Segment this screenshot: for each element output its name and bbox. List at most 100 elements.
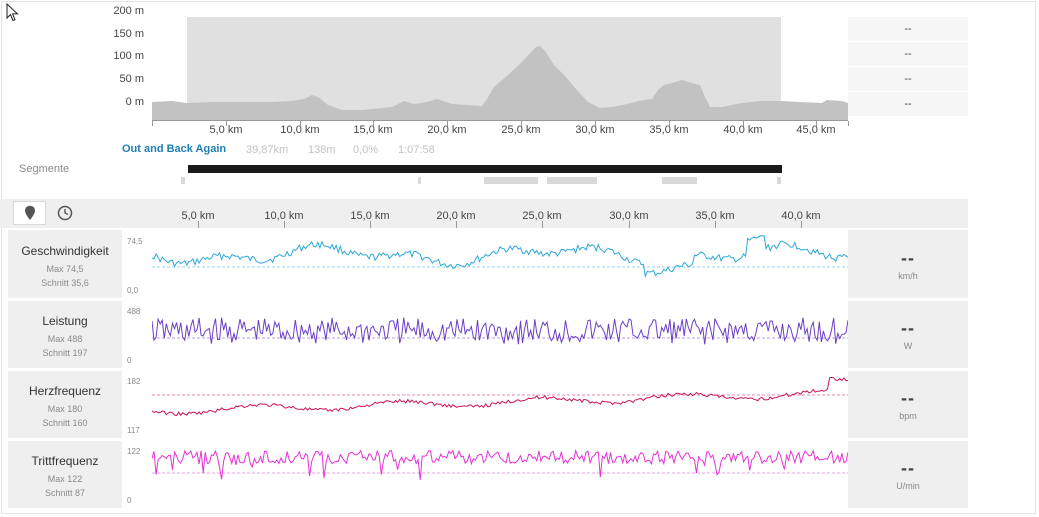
elevation-x-tick-label: 30,0 km <box>575 124 615 136</box>
metric-summary: Max 74,5 Schnitt 35,6 <box>8 262 122 290</box>
segment-grade: 0,0% <box>353 144 379 156</box>
metric-x-tick <box>284 221 285 228</box>
elevation-x-tick <box>226 121 227 126</box>
row-divider <box>8 439 968 441</box>
elevation-x-tick-label: 40,0 km <box>723 124 763 136</box>
elevation-y-tick-label: 150 m <box>113 28 144 40</box>
segment-bar[interactable] <box>188 165 782 173</box>
metric-y-min-label: 0,0 <box>127 286 139 295</box>
metric-x-tick <box>198 221 199 228</box>
metric-x-tick <box>629 221 630 228</box>
metric-x-tick-label: 25,0 km <box>522 210 562 222</box>
segment-marker[interactable] <box>484 177 538 184</box>
metric-x-tick <box>715 221 716 228</box>
elevation-x-tick <box>669 121 670 126</box>
metric-y-max-label: 74,5 <box>127 237 143 246</box>
metric-current-value: -- <box>901 318 915 338</box>
metric-x-tick <box>370 221 371 228</box>
metric-label-panel: Herzfrequenz Max 180 Schnitt 160 <box>8 370 122 438</box>
row-divider <box>8 369 968 371</box>
metric-x-tick-label: 35,0 km <box>695 210 735 222</box>
elevation-x-tick <box>816 121 817 126</box>
metric-average: Schnitt 160 <box>42 418 88 428</box>
segment-time: 1:07:58 <box>398 144 435 156</box>
elevation-profile[interactable] <box>152 17 848 121</box>
distance-mode-button[interactable] <box>13 201 46 225</box>
metric-current-value: -- <box>901 458 915 478</box>
elevation-x-tick-label: 20,0 km <box>427 124 467 136</box>
metric-label-panel: Trittfrequenz Max 122 Schnitt 87 <box>8 440 122 508</box>
metric-x-tick-label: 15,0 km <box>350 210 390 222</box>
metric-unit: bpm <box>899 411 917 421</box>
metric-current-value: -- <box>901 248 915 268</box>
elevation-y-tick-label: 50 m <box>119 73 144 85</box>
metric-current-value-panel: -- W <box>848 300 968 368</box>
metric-max: Max 180 <box>47 404 83 414</box>
metric-summary: Max 122 Schnitt 87 <box>8 472 122 500</box>
elevation-x-tick <box>743 121 744 126</box>
elevation-x-tick-label: 15,0 km <box>353 124 393 136</box>
metric-summary: Max 488 Schnitt 197 <box>8 332 122 360</box>
metric-name: Leistung <box>42 314 88 328</box>
elevation-x-tick <box>152 121 153 126</box>
elevation-x-tick-label: 45,0 km <box>796 124 836 136</box>
metric-y-max-label: 488 <box>127 307 141 316</box>
metric-x-tick-label: 20,0 km <box>436 210 476 222</box>
elevation-y-tick-label: 0 m <box>125 96 144 108</box>
map-pin-icon <box>24 205 35 220</box>
metric-x-tick <box>456 221 457 228</box>
metric-name: Herzfrequenz <box>28 384 102 398</box>
metric-y-min-label: 0 <box>127 496 132 505</box>
metric-label-panel: Leistung Max 488 Schnitt 197 <box>8 300 122 368</box>
segments-label: Segmente <box>19 163 70 175</box>
stat-value: -- <box>848 42 968 67</box>
elevation-x-tick-label: 25,0 km <box>501 124 541 136</box>
metric-line-chart[interactable] <box>152 234 848 294</box>
metric-current-value-panel: -- km/h <box>848 230 968 298</box>
segment-marker[interactable] <box>547 177 597 184</box>
metric-unit: U/min <box>896 481 920 491</box>
metric-series-line <box>152 235 848 278</box>
elevation-x-tick-label: 5,0 km <box>209 124 243 136</box>
metrics-axis-band <box>0 199 968 228</box>
metric-y-min-label: 117 <box>127 426 140 435</box>
metric-average: Schnitt 87 <box>44 488 86 498</box>
metric-max: Max 122 <box>47 474 83 484</box>
metric-current-value: -- <box>901 388 915 408</box>
metric-summary: Max 180 Schnitt 160 <box>8 402 122 430</box>
metric-name: Geschwindigkeit <box>21 244 109 258</box>
metric-line-chart[interactable] <box>152 374 848 434</box>
metric-line-chart[interactable] <box>152 444 848 504</box>
metric-x-tick <box>801 221 802 228</box>
metric-unit: km/h <box>898 271 918 281</box>
segment-marker[interactable] <box>662 177 697 184</box>
segment-marker[interactable] <box>181 177 185 184</box>
metric-label-panel: Geschwindigkeit Max 74,5 Schnitt 35,6 <box>8 230 122 298</box>
metric-x-tick <box>542 221 543 228</box>
segment-marker[interactable] <box>418 177 421 184</box>
elevation-x-tick <box>521 121 522 126</box>
stat-value: -- <box>848 67 968 92</box>
elevation-x-tick <box>300 121 301 126</box>
metric-max: Max 488 <box>47 334 83 344</box>
metric-current-value-panel: -- bpm <box>848 370 968 438</box>
metric-y-max-label: 182 <box>127 377 141 386</box>
elevation-x-tick <box>595 121 596 126</box>
stat-value: -- <box>848 92 968 117</box>
mouse-cursor-icon <box>6 3 19 22</box>
time-mode-button[interactable] <box>48 201 81 225</box>
segment-name-link[interactable]: Out and Back Again <box>122 143 227 155</box>
segment-marker[interactable] <box>777 177 781 184</box>
metric-series-line <box>152 449 848 480</box>
metric-name: Trittfrequenz <box>31 454 99 468</box>
elevation-y-tick-label: 200 m <box>113 5 144 17</box>
elevation-x-tick-label: 35,0 km <box>649 124 689 136</box>
metric-average: Schnitt 197 <box>42 348 88 358</box>
elevation-stats-table: -- -- -- -- <box>848 17 968 117</box>
elevation-x-axis <box>152 120 848 121</box>
metric-x-tick-label: 40,0 km <box>781 210 821 222</box>
elevation-y-tick-label: 100 m <box>113 50 144 62</box>
metric-line-chart[interactable] <box>152 304 848 364</box>
metric-x-tick-label: 5,0 km <box>181 210 215 222</box>
